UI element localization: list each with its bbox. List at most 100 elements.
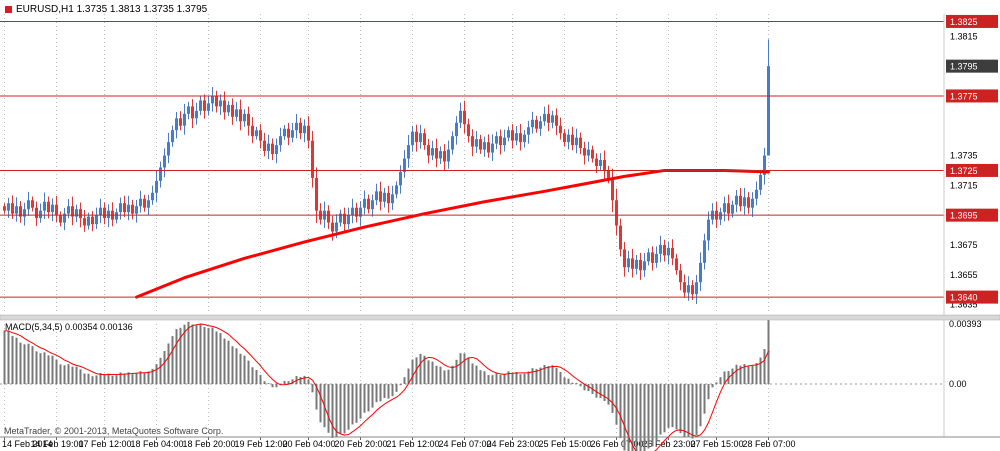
price-level-badge-text: 1.3640 xyxy=(950,293,978,303)
candle-body xyxy=(179,118,182,126)
candle-body xyxy=(83,218,86,226)
candle-body xyxy=(267,143,270,152)
candle-body xyxy=(703,240,706,263)
candle-body xyxy=(163,155,166,168)
candle-body xyxy=(259,130,262,141)
macd-signal-line xyxy=(4,323,769,451)
candle-body xyxy=(215,95,218,107)
candle-body xyxy=(79,209,82,219)
candle-body xyxy=(571,134,574,146)
candle-body xyxy=(263,140,266,152)
copyright-notice: MetaTrader, © 2001-2013, MetaQuotes Soft… xyxy=(4,426,223,436)
price-tick-label: 1.3735 xyxy=(950,151,978,161)
candle-body xyxy=(615,200,618,226)
candle-body xyxy=(407,145,410,159)
panel-divider[interactable] xyxy=(0,314,1000,321)
candle-body xyxy=(655,253,658,263)
candle-body xyxy=(287,128,290,138)
time-label: 26 Feb 07:00 xyxy=(591,439,644,449)
candle-body xyxy=(335,222,338,232)
candle-body xyxy=(103,207,106,219)
price-tick-label: 1.3715 xyxy=(950,180,978,190)
candle-body xyxy=(587,149,590,156)
candle-body xyxy=(359,207,362,217)
candle-body xyxy=(51,204,54,213)
candle-body xyxy=(219,100,222,107)
price-level-badge xyxy=(946,89,998,103)
time-label: 25 Feb 15:00 xyxy=(539,439,592,449)
candle-body xyxy=(411,131,414,146)
candle-body xyxy=(551,115,554,123)
candle-body xyxy=(63,213,66,223)
candle-body xyxy=(667,247,670,256)
candle-body xyxy=(735,195,738,205)
candle-body xyxy=(291,130,294,138)
candle-body xyxy=(499,136,502,146)
candle-body xyxy=(71,206,74,217)
candle-body xyxy=(11,203,14,214)
candle-body xyxy=(395,185,398,195)
candle-body xyxy=(451,136,454,150)
time-label: 20 Feb 20:00 xyxy=(335,439,388,449)
candle-body xyxy=(99,207,102,216)
candle-body xyxy=(459,110,462,123)
candle-body xyxy=(327,210,330,223)
time-label: 27 Feb 15:00 xyxy=(691,439,744,449)
candle-body xyxy=(591,149,594,159)
time-label: 24 Feb 23:00 xyxy=(487,439,540,449)
price-level-badge xyxy=(946,14,998,28)
candle-body xyxy=(611,177,614,201)
candle-body xyxy=(747,197,750,208)
time-label: 18 Feb 04:00 xyxy=(131,439,184,449)
candle-body xyxy=(131,204,134,214)
candle-body xyxy=(87,216,90,226)
candle-body xyxy=(547,113,550,123)
candle-body xyxy=(595,158,598,166)
candle-body xyxy=(531,119,534,128)
time-label: 26 Feb 23:00 xyxy=(643,439,696,449)
candle-body xyxy=(743,197,746,207)
candle-body xyxy=(527,127,530,135)
candle-body xyxy=(7,203,10,211)
candle-body xyxy=(31,200,34,208)
candle-body xyxy=(619,225,622,250)
candle-body xyxy=(515,133,518,141)
candle-body xyxy=(475,139,478,147)
candle-body xyxy=(167,142,170,156)
bid-price-badge xyxy=(946,59,998,73)
candle-body xyxy=(387,192,390,204)
bid-price-badge-text: 1.3795 xyxy=(950,62,978,72)
time-label: 18 Feb 20:00 xyxy=(183,439,236,449)
candle-body xyxy=(755,189,758,199)
candle-body xyxy=(283,128,286,137)
candle-body xyxy=(315,177,318,211)
moving-average-line xyxy=(135,168,770,299)
candle-body xyxy=(643,261,646,271)
candle-body xyxy=(511,130,514,141)
candle-body xyxy=(503,137,506,146)
candle-body xyxy=(227,104,230,113)
time-label: 20 Feb 04:00 xyxy=(283,439,336,449)
symbol-icon xyxy=(5,6,12,13)
candle-body xyxy=(199,100,202,111)
time-label: 14 Feb 2014 xyxy=(2,439,53,449)
candle-body xyxy=(171,130,174,143)
candle-body xyxy=(543,113,546,122)
time-label: 19 Feb 12:00 xyxy=(235,439,288,449)
macd-indicator-label: MACD(5,34,5) 0.00354 0.00136 xyxy=(5,322,133,332)
candle-body xyxy=(95,215,98,225)
candle-body xyxy=(607,170,610,178)
candle-body xyxy=(91,216,94,225)
candle-body xyxy=(279,136,282,146)
macd-panel: 0.00393 0.00 xyxy=(0,319,982,451)
candle-body xyxy=(559,125,562,134)
candle-body xyxy=(403,158,406,172)
candle-body xyxy=(347,215,350,225)
candle-body xyxy=(463,110,466,125)
candle-body xyxy=(599,160,602,166)
candle-body xyxy=(239,109,242,122)
chart-title-bar: EURUSD,H1 1.3735 1.3813 1.3735 1.3795 xyxy=(5,4,207,15)
candle-body xyxy=(123,203,126,213)
candle-body xyxy=(555,115,558,126)
